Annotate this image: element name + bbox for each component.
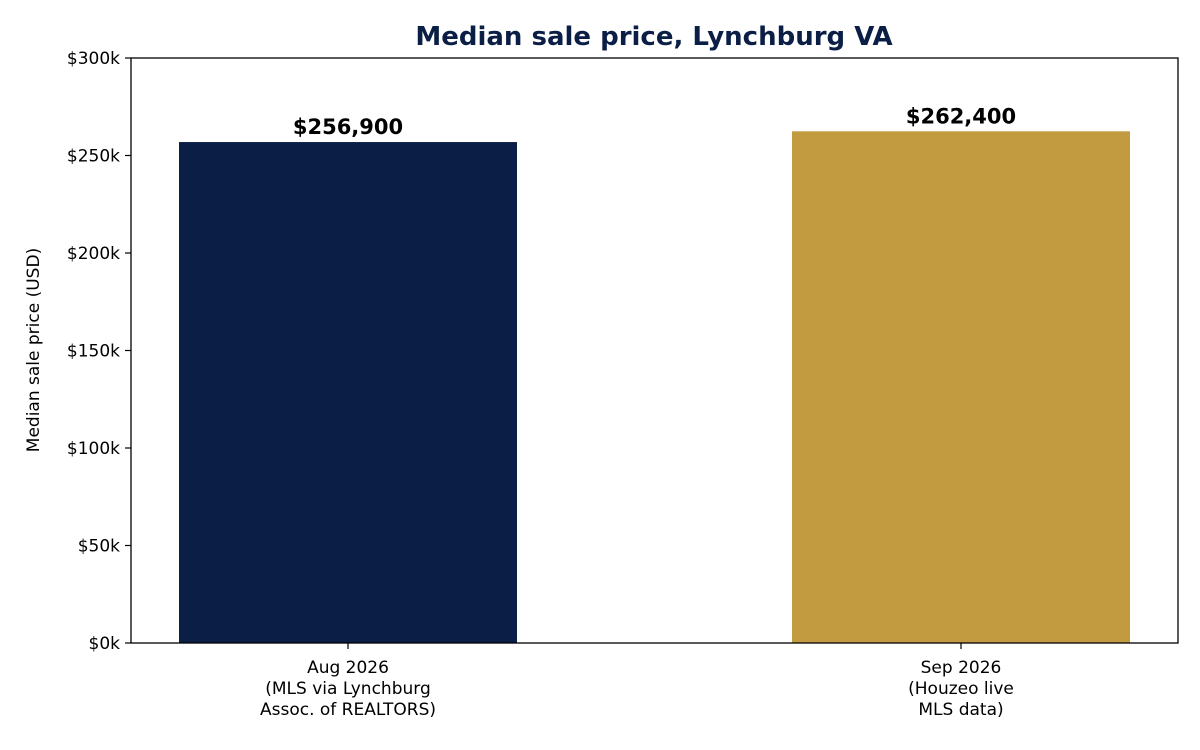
y-tick-label: $300k: [67, 49, 120, 69]
y-tick-label: $100k: [67, 439, 120, 459]
bar: [179, 142, 517, 644]
x-tick-label: Sep 2026 (Houzeo live MLS data): [908, 658, 1014, 720]
y-tick-label: $50k: [78, 537, 120, 557]
y-tick-label: $0k: [89, 634, 121, 654]
y-axis-label: Median sale price (USD): [24, 248, 44, 452]
data-label: $256,900: [293, 115, 403, 139]
data-label: $262,400: [906, 104, 1016, 128]
y-tick-label: $200k: [67, 244, 120, 264]
x-tick-label: Aug 2026 (MLS via Lynchburg Assoc. of REAL…: [260, 658, 436, 720]
plot-area: $256,900 $262,400 $0k $50k $100k $150k $200k $2…: [67, 49, 1179, 720]
y-tick-label: $250k: [67, 147, 120, 167]
bar: [792, 131, 1130, 643]
y-tick-label: $150k: [67, 342, 120, 362]
chart-title: Median sale price, Lynchburg VA: [415, 22, 892, 52]
